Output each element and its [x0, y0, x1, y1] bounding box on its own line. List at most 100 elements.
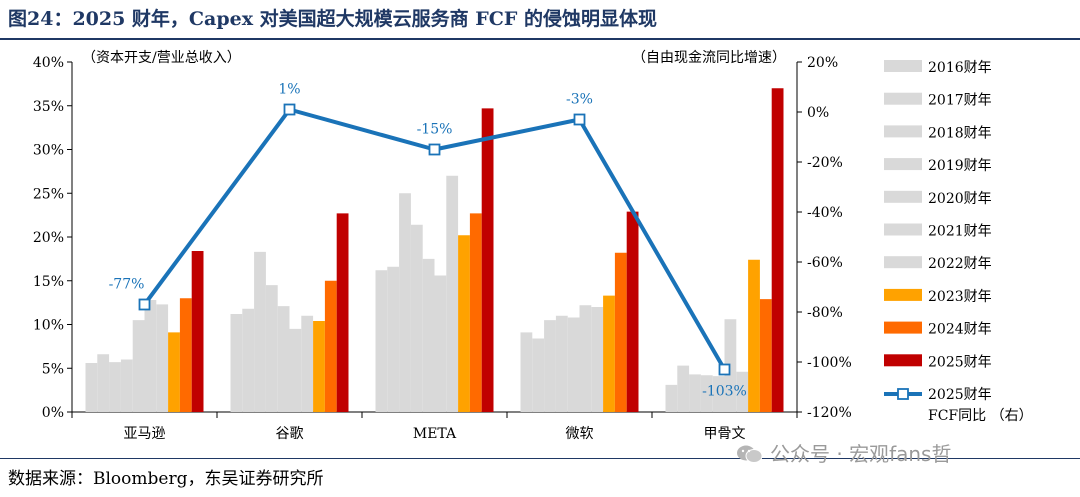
bar-2020财年 — [422, 258, 435, 412]
bar-2022财年 — [446, 175, 459, 412]
fcf-data-label: -3% — [566, 92, 593, 108]
bar-2019财年 — [120, 359, 133, 412]
legend-swatch — [884, 92, 922, 105]
right-tick-label: -20% — [807, 155, 843, 171]
legend-label: 2023财年 — [928, 289, 992, 305]
bar-2016财年 — [230, 314, 243, 412]
right-tick-label: -60% — [807, 255, 843, 271]
bar-2018财年 — [399, 193, 411, 412]
bar-2024财年 — [179, 298, 192, 412]
bar-2024财年 — [614, 252, 627, 412]
bar-2018财年 — [254, 251, 266, 412]
left-tick-label: 30% — [33, 143, 64, 159]
legend-swatch — [884, 190, 922, 203]
legend-label: 2018财年 — [928, 125, 992, 141]
bar-2019财年 — [265, 285, 278, 412]
legend-swatch — [884, 321, 922, 334]
bar-2023财年 — [168, 332, 180, 412]
fcf-data-label: 1% — [278, 82, 300, 98]
fcf-marker — [283, 103, 296, 116]
legend-swatch — [884, 288, 922, 301]
fcf-data-label: -15% — [417, 122, 453, 138]
legend-label: 2016财年 — [928, 60, 992, 76]
category-label: 谷歌 — [276, 426, 304, 442]
bar-2025财年 — [626, 211, 639, 412]
right-tick-label: -80% — [807, 305, 843, 321]
bar-2023财年 — [313, 321, 325, 412]
legend-label: 2021财年 — [928, 224, 992, 240]
bar-2020财年 — [567, 317, 580, 412]
category-label: 甲骨文 — [704, 426, 746, 442]
fcf-marker — [573, 113, 586, 126]
bar-2023财年 — [458, 235, 470, 412]
bar-2021财年 — [724, 319, 737, 412]
bar-2019财年 — [555, 315, 568, 412]
bar-2017财年 — [387, 266, 400, 412]
category-label: META — [413, 426, 457, 442]
fcf-data-label: -77% — [109, 277, 145, 293]
legend-line-marker — [897, 388, 909, 400]
legend-label: 2022财年 — [928, 256, 992, 272]
bar-2025财年 — [481, 108, 494, 412]
left-tick-label: 40% — [33, 55, 64, 71]
legend-swatch — [884, 223, 922, 236]
bar-2023财年 — [603, 295, 615, 412]
left-tick-label: 35% — [33, 99, 64, 115]
left-tick-label: 5% — [42, 361, 64, 377]
bar-2021财年 — [289, 328, 302, 412]
bar-2022财年 — [591, 307, 604, 412]
fcf-marker — [138, 298, 151, 311]
legend-label: 2020财年 — [928, 191, 992, 207]
fcf-marker — [428, 143, 441, 156]
right-axis-note: （自由现金流同比增速） — [632, 50, 786, 66]
right-tick-label: 0% — [807, 105, 829, 121]
legend-swatch — [884, 125, 922, 138]
right-tick-label: -120% — [807, 405, 852, 421]
title-divider — [0, 38, 1080, 40]
bar-2024财年 — [469, 213, 482, 412]
bar-2020财年 — [132, 320, 145, 412]
left-tick-label: 10% — [33, 318, 64, 334]
bar-2016财年 — [85, 363, 98, 412]
bar-2025财年 — [336, 213, 349, 412]
bar-2025财年 — [191, 251, 204, 412]
legend-swatch — [884, 256, 922, 269]
bar-2021财年 — [434, 275, 447, 412]
legend-label: 2019财年 — [928, 158, 992, 174]
bar-2017财年 — [532, 338, 545, 412]
bar-2022财年 — [301, 315, 314, 412]
bar-2023财年 — [748, 259, 760, 412]
left-tick-label: 15% — [33, 274, 64, 290]
watermark: 公众号 · 宏观fans哲 — [736, 438, 951, 467]
legend-swatch — [884, 354, 922, 367]
bar-2017财年 — [242, 308, 255, 412]
legend-label: FCF同比 （右） — [928, 408, 1033, 424]
bar-2016财年 — [665, 384, 678, 412]
bar-2017财年 — [677, 365, 690, 412]
category-label: 微软 — [566, 426, 594, 442]
bar-2018财年 — [109, 362, 121, 412]
legend-label: 2024财年 — [928, 322, 992, 338]
bar-2022财年 — [736, 371, 749, 412]
bar-2020财年 — [712, 376, 725, 412]
bar-2024财年 — [759, 299, 772, 412]
left-tick-label: 25% — [33, 186, 64, 202]
chart-area: 0% 5% 10% 15% 20% 25% 30% 35% 40% -120% -100% -80% -… — [33, 50, 1033, 442]
right-tick-label: 20% — [807, 55, 838, 71]
footer-divider — [0, 458, 1080, 459]
left-tick-label: 20% — [33, 230, 64, 246]
bar-2021财年 — [579, 305, 592, 412]
legend-label: 2025财年 — [928, 354, 992, 370]
bar-2019财年 — [410, 224, 423, 412]
bar-2024财年 — [324, 280, 337, 412]
fcf-marker — [718, 363, 731, 376]
left-tick-label: 0% — [42, 405, 64, 421]
bar-2018财年 — [689, 374, 701, 412]
bar-2017财年 — [97, 354, 110, 412]
bar-2025财年 — [771, 88, 784, 412]
legend-label: 2017财年 — [928, 93, 992, 109]
bar-2016财年 — [520, 332, 533, 412]
data-source: 数据来源：Bloomberg，东吴证券研究所 — [8, 469, 324, 489]
chart-title: 图24：2025 财年，Capex 对美国超大规模云服务商 FCF 的侵蚀明显体… — [8, 8, 658, 30]
watermark-text: 公众号 · 宏观fans哲 — [770, 442, 952, 466]
